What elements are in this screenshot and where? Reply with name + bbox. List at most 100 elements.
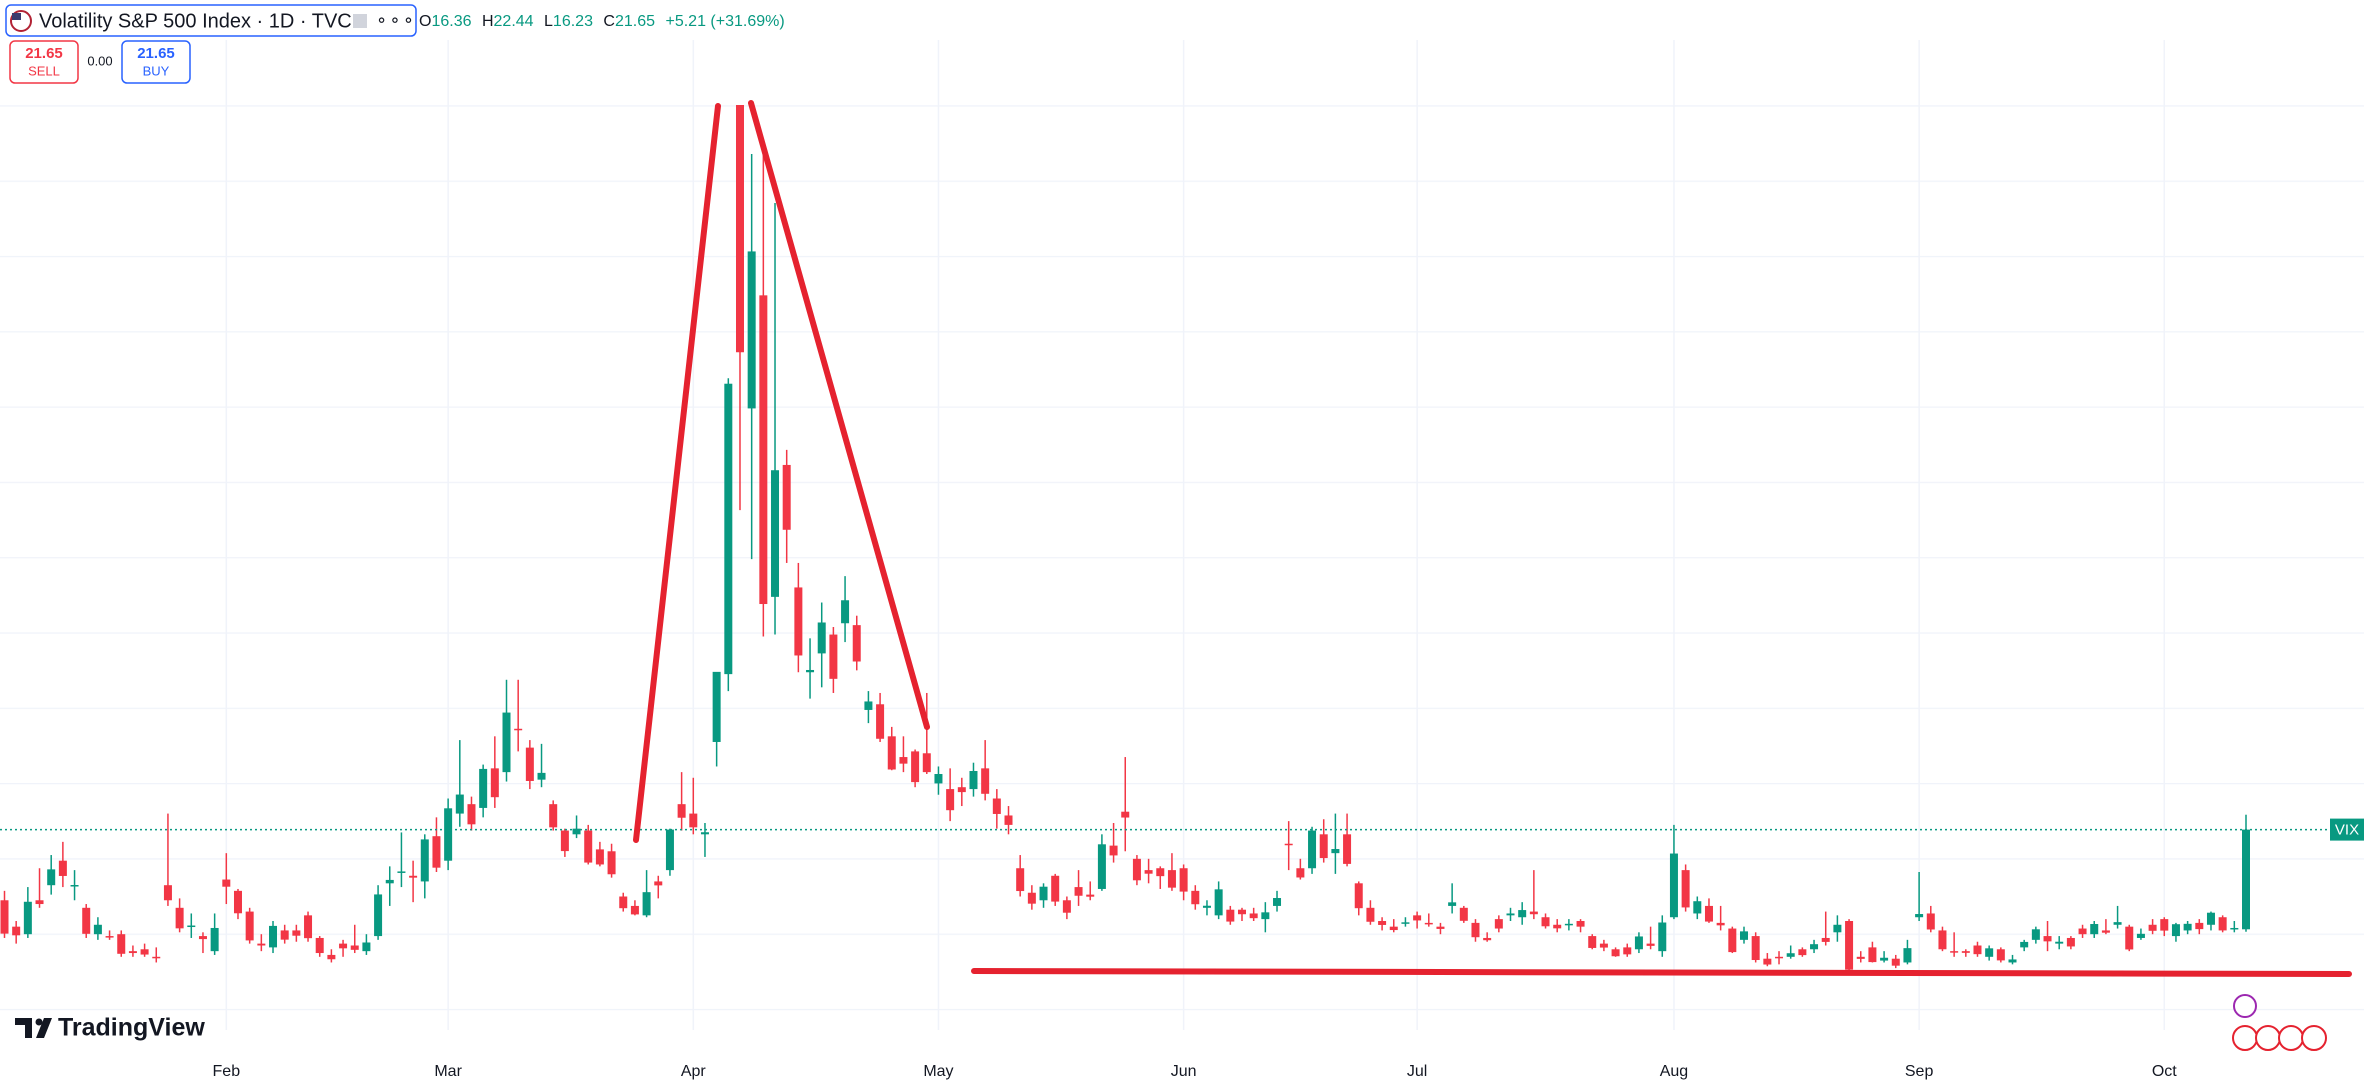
candle-body [409,875,418,878]
more-icon[interactable]: ⚬⚬⚬ [375,13,415,30]
candle-body [1179,868,1188,892]
candle-body [607,851,616,875]
buy-box[interactable] [121,40,191,84]
buy-button[interactable]: 21.65 BUY [121,40,191,84]
candle-body [841,600,850,624]
sell-button[interactable]: 21.65 SELL [9,40,79,84]
candle-body [1588,936,1597,948]
candle-body [1961,951,1970,953]
candle-body [1132,858,1141,881]
candle-body [1926,913,1935,930]
candle-body [1354,883,1363,909]
candle-body [1541,917,1550,927]
candle-body [1039,886,1048,901]
flag-icon [10,10,32,32]
candle-body [1424,922,1433,925]
sell-label: SELL [28,63,60,78]
candle-body [1027,892,1036,904]
candle-body [1728,928,1737,953]
candle-body [1623,947,1632,955]
sell-box[interactable] [9,40,79,84]
candle-body [584,830,593,863]
candle-body [992,798,1001,814]
candle-body [1786,953,1795,957]
candle-body [1109,845,1118,856]
candle-body [257,943,266,946]
candle-body [58,860,67,876]
candle-body [35,900,44,905]
candle-body [794,587,803,656]
legend-value: 16.36 [431,13,471,30]
candle-body [140,949,149,955]
candle-body [2242,829,2250,930]
candle-body [911,751,920,783]
event-icons [2232,994,2327,1051]
candle-body [1249,913,1258,919]
candle-body [525,747,534,781]
candle-body [1448,902,1457,906]
candle-body [2195,922,2204,930]
candle-body [1401,922,1410,924]
candle-body [1938,930,1947,950]
candle-body [1518,910,1527,918]
ohlc-legend: O16.36 H22.44 L16.23 C21.65 +5.21 (+31.6… [419,13,785,30]
candle-body [233,890,242,914]
candle-body [2136,933,2145,938]
candle-body [1016,868,1025,892]
candle-body [1891,958,1900,966]
candle-body [2148,924,2157,931]
candle-body [93,924,102,935]
candle-body [2090,924,2099,935]
candle-body [1681,870,1690,908]
candle-body [1343,834,1352,864]
candle-body [47,869,56,886]
candle-body [1436,926,1445,929]
x-tick-label: Jun [1171,1063,1197,1080]
candle-body [654,881,663,886]
brand-name: TradingView [58,1014,205,1042]
candle-body [23,901,32,935]
candle-body [304,915,313,939]
candle-body [817,622,826,654]
candle-body [397,871,406,873]
grid-background [0,40,2364,1030]
candle-body [677,804,686,818]
candle-body [1704,905,1713,922]
legend-letter: L [544,13,553,30]
candle-body [957,787,966,793]
candle-body [1004,815,1013,825]
trend-line [748,100,930,730]
candle-body [1273,898,1282,906]
candle-body [1086,894,1095,897]
candle-body [339,943,348,949]
candle-body [1226,909,1235,922]
candle-body [1284,843,1293,846]
candle-body [1167,870,1176,888]
candle-body [327,954,336,960]
symbol-box[interactable] [5,4,417,37]
candle-body [712,671,721,742]
candle-body [82,907,91,934]
candle-body [1191,890,1200,905]
x-axis: Feb Mar Apr May Jun Jul Aug Sep Oct [213,1063,2178,1080]
candle-body [12,926,21,936]
candle-body [1296,868,1305,878]
candle-body [700,832,709,835]
candle-body [490,768,499,798]
support-line [971,968,2352,977]
candle-body [175,907,184,929]
candle-body [374,894,383,937]
candle-body [70,885,79,887]
candle-body [887,736,896,770]
candle-body [2055,941,2064,944]
candle-body [2031,929,2040,940]
candle-body [2008,959,2017,963]
candle-body [1319,834,1328,859]
candle-body [1915,914,1924,918]
candle-body [2171,924,2180,937]
candle-body [1646,943,1655,946]
x-tick-label: Oct [2152,1063,2177,1080]
candle-body [922,753,931,773]
symbol-title: Volatility S&P 500 Index · 1D · TVC [39,10,352,32]
